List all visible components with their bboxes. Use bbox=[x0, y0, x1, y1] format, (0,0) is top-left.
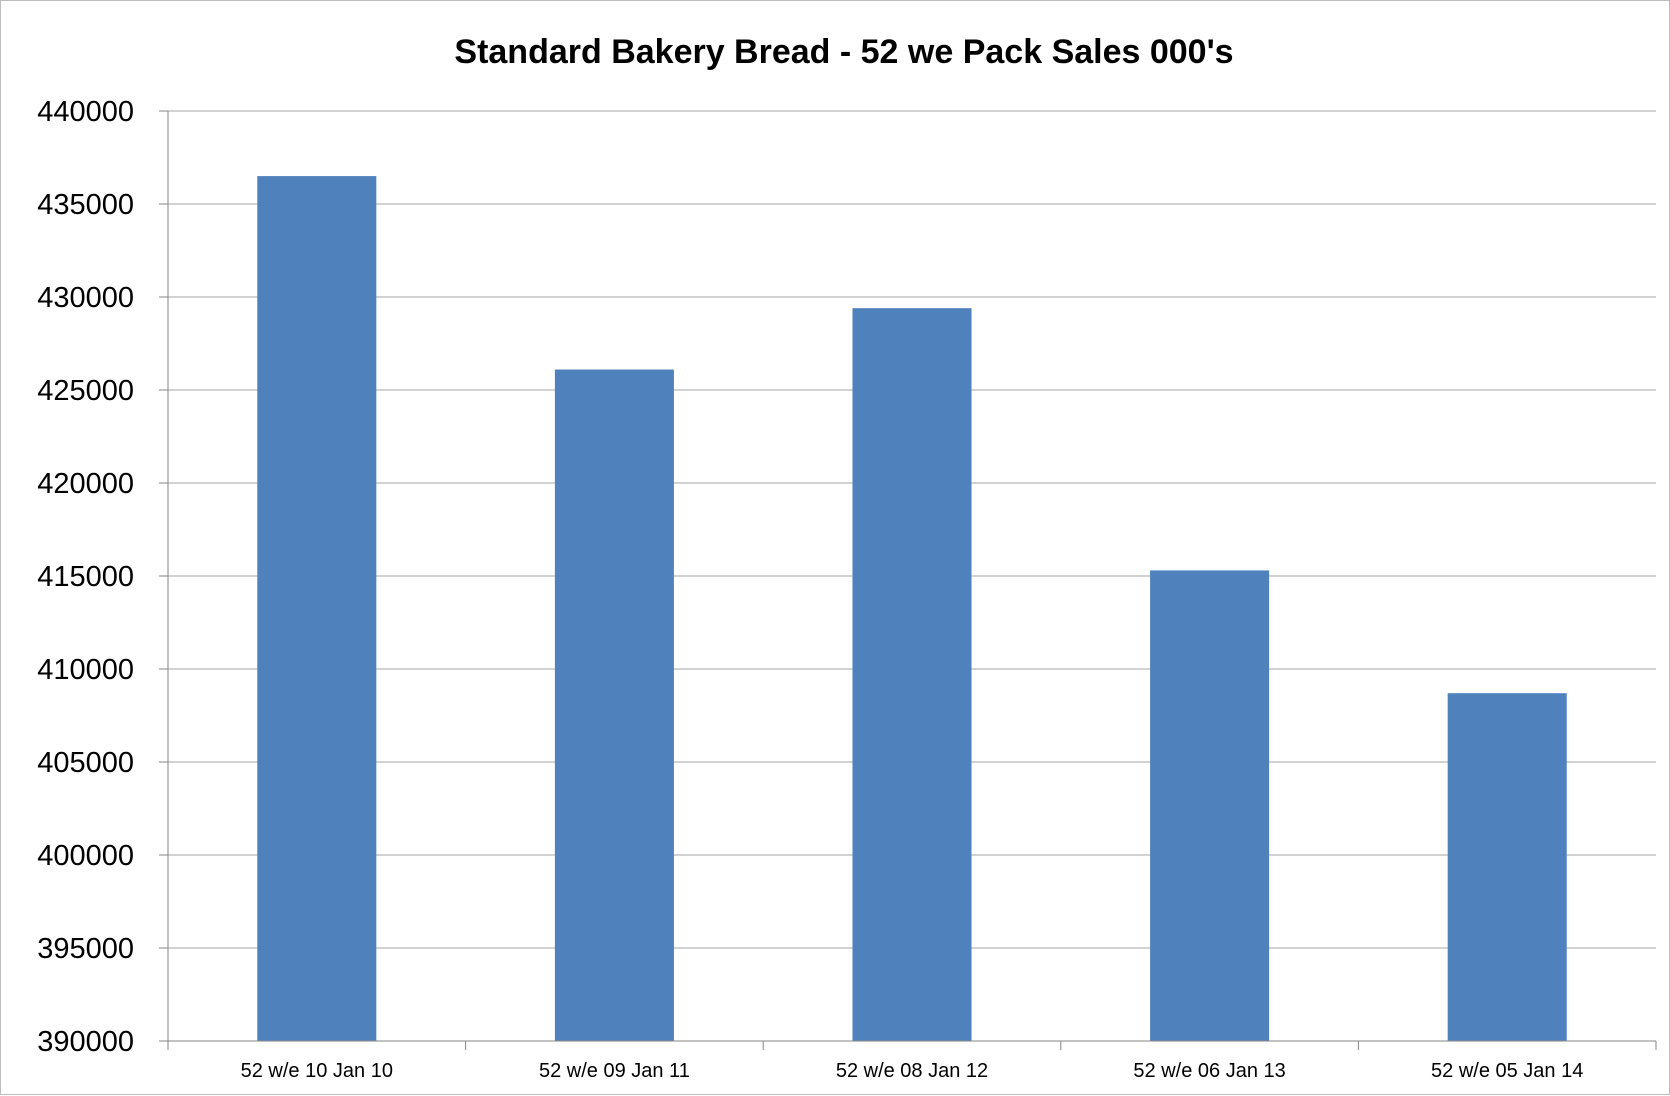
y-tick-label: 420000 bbox=[37, 468, 134, 500]
y-tick-label: 410000 bbox=[37, 654, 134, 686]
y-tick-label: 415000 bbox=[37, 561, 134, 593]
x-tick-label: 52 w/e 08 Jan 12 bbox=[836, 1060, 988, 1082]
bar bbox=[852, 308, 972, 1041]
y-tick-label: 430000 bbox=[37, 282, 134, 314]
axes bbox=[159, 110, 1657, 1050]
y-tick-label: 425000 bbox=[37, 375, 134, 407]
y-tick-label: 435000 bbox=[37, 189, 134, 221]
x-tick-label: 52 w/e 06 Jan 13 bbox=[1133, 1060, 1285, 1082]
bar bbox=[1150, 570, 1270, 1041]
x-axis-tick-labels: 52 w/e 10 Jan 10 52 w/e 09 Jan 11 52 w/e 0… bbox=[241, 1060, 1584, 1082]
x-tick-label: 52 w/e 05 Jan 14 bbox=[1431, 1060, 1583, 1082]
y-tick-label: 390000 bbox=[37, 1026, 134, 1058]
x-tick-label: 52 w/e 10 Jan 10 bbox=[241, 1060, 393, 1082]
chart-title: Standard Bakery Bread - 52 we Pack Sales… bbox=[454, 33, 1233, 71]
bar bbox=[554, 369, 674, 1041]
y-tick-label: 400000 bbox=[37, 840, 134, 872]
y-tick-label: 405000 bbox=[37, 747, 134, 779]
x-tick-label: 52 w/e 09 Jan 11 bbox=[539, 1060, 690, 1082]
y-tick-label: 440000 bbox=[37, 96, 134, 128]
y-axis-tick-labels: 390000 395000 400000 405000 410000 415000 4200… bbox=[37, 96, 134, 1058]
bars bbox=[257, 176, 1567, 1042]
bar bbox=[1447, 693, 1567, 1041]
bar bbox=[257, 176, 377, 1042]
y-tick-label: 395000 bbox=[37, 933, 134, 965]
